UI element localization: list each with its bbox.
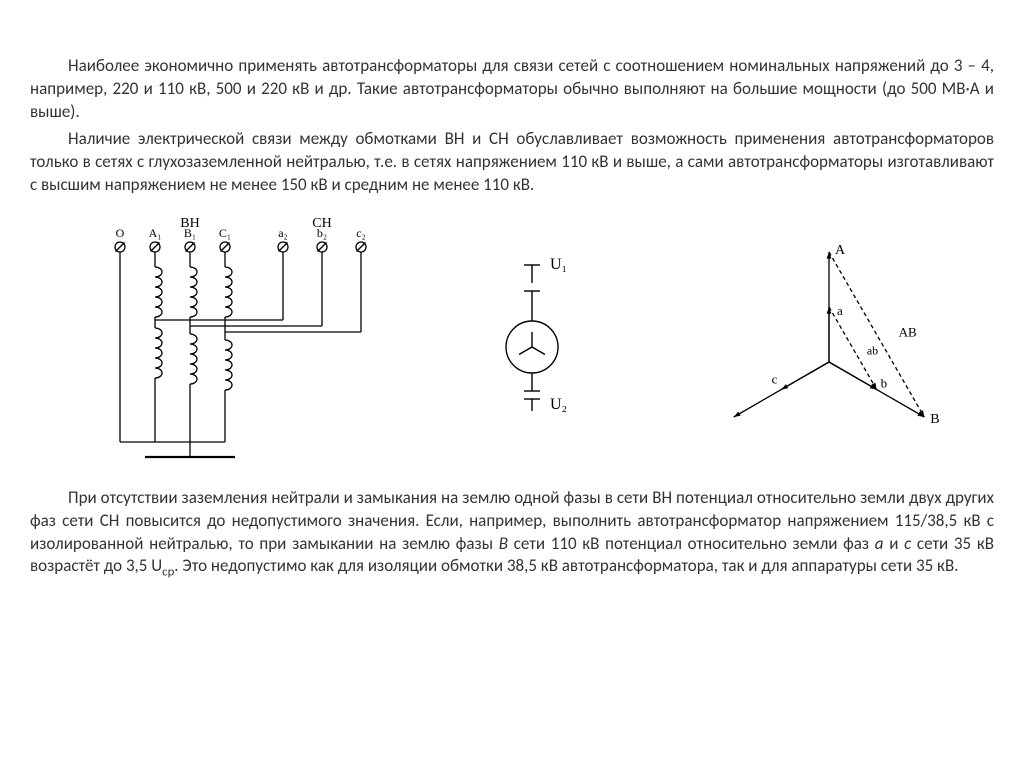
svg-text:a: a <box>837 303 843 318</box>
svg-text:O: O <box>116 226 125 240</box>
figure-row: ВНСНOA₁B₁C₁a₂b₂c₂ U₁U₂ ABabcABab <box>100 212 994 472</box>
svg-text:C₁: C₁ <box>219 226 231 240</box>
svg-text:A: A <box>835 243 846 258</box>
svg-text:U₁: U₁ <box>550 256 567 273</box>
svg-text:b₂: b₂ <box>317 226 327 240</box>
svg-text:AB: AB <box>899 324 917 339</box>
diagram-symbol: U₁ U₂ <box>472 247 592 437</box>
svg-text:a₂: a₂ <box>278 226 288 240</box>
paragraph-3: При отсутствии заземления нейтрали и зам… <box>30 487 994 581</box>
svg-text:ab: ab <box>867 343 878 357</box>
svg-text:U₂: U₂ <box>550 396 567 413</box>
diagram-windings: ВНСНOA₁B₁C₁a₂b₂c₂ <box>100 212 390 472</box>
svg-text:B₁: B₁ <box>184 226 196 240</box>
page: Наиболее экономично применять автотрансф… <box>0 0 1024 605</box>
svg-text:c₂: c₂ <box>356 226 366 240</box>
paragraph-1: Наиболее экономично применять автотрансф… <box>30 55 994 124</box>
svg-text:c: c <box>772 371 778 386</box>
paragraph-2: Наличие электрической связи между обмотк… <box>30 128 994 197</box>
svg-text:b: b <box>881 375 888 390</box>
svg-text:A₁: A₁ <box>149 226 162 240</box>
svg-text:B: B <box>930 412 939 427</box>
diagram-phasor: ABabcABab <box>674 227 994 457</box>
